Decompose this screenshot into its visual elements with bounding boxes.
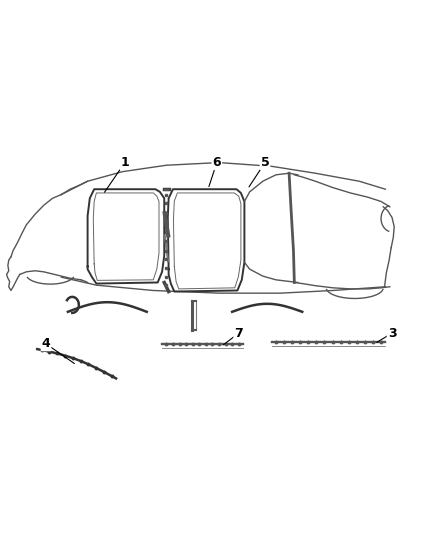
Text: 1: 1 <box>120 156 129 169</box>
Text: 5: 5 <box>261 156 269 169</box>
Text: 3: 3 <box>388 327 396 340</box>
Text: 6: 6 <box>212 156 221 169</box>
Text: 7: 7 <box>234 327 243 340</box>
Text: 4: 4 <box>42 337 50 350</box>
